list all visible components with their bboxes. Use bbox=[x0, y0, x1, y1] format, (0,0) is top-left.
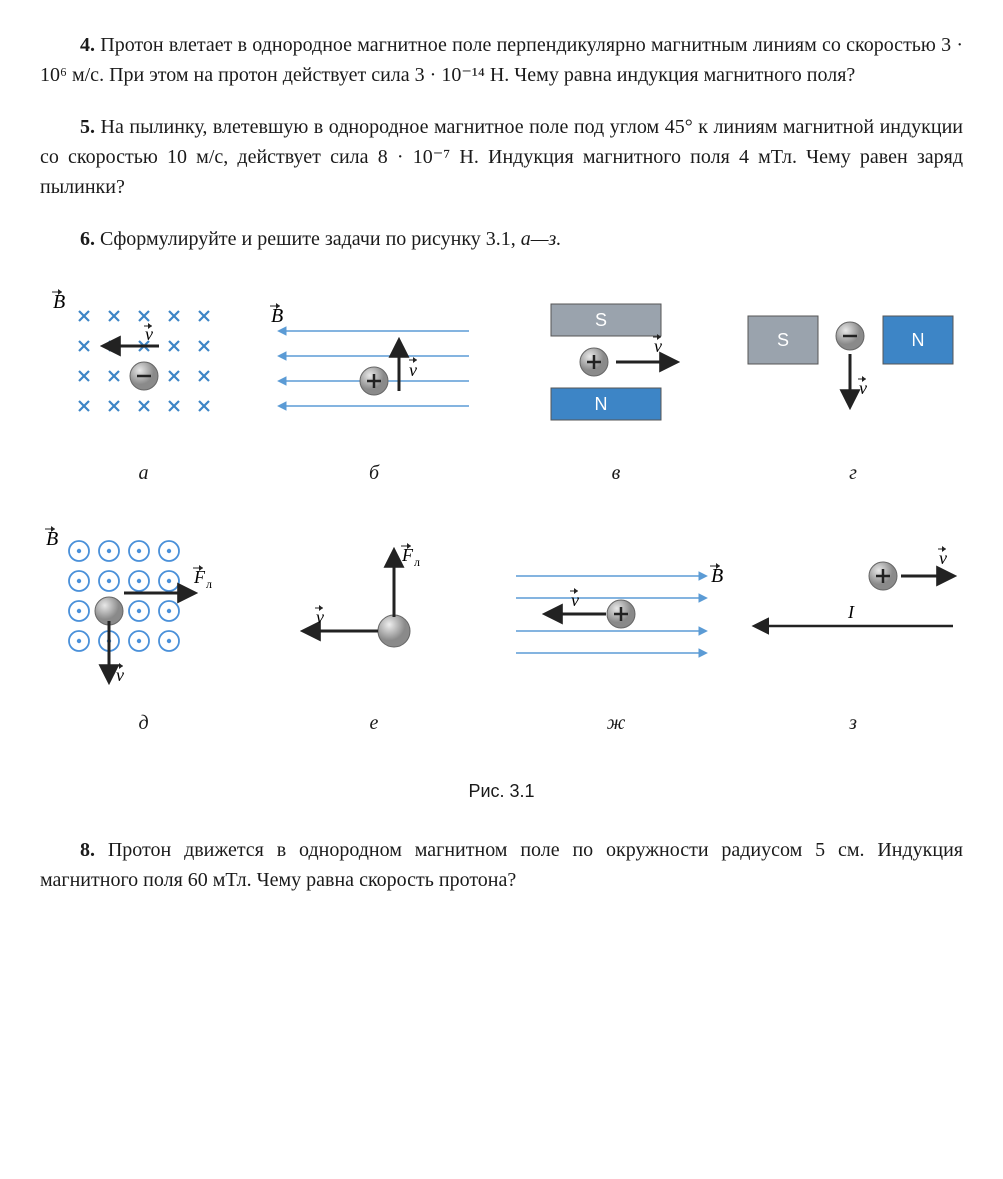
problem-6: 6. Сформулируйте и решите задачи по рису… bbox=[40, 224, 963, 254]
panel-zh-label: ж bbox=[501, 708, 731, 738]
problem-4-num: 4. bbox=[80, 34, 95, 56]
svg-text:B: B bbox=[53, 291, 65, 313]
panel-e-label: е bbox=[259, 708, 489, 738]
problem-6-text-a: Сформулируйте и решите задачи по рисунку… bbox=[100, 228, 521, 250]
figure-caption: Рис. 3.1 bbox=[40, 778, 963, 805]
panel-d-label: д bbox=[40, 708, 247, 738]
problem-5-text: На пылинку, влетевшую в однородное магни… bbox=[40, 116, 963, 198]
panel-zh: v B bbox=[501, 526, 731, 696]
diagram-b: v B bbox=[259, 286, 489, 436]
diagram-g: S N v bbox=[743, 286, 963, 436]
diagram-d: v Fл B bbox=[44, 521, 244, 701]
problem-5-num: 5. bbox=[80, 116, 95, 138]
panel-z-label: з bbox=[743, 708, 963, 738]
diagram-e: Fл v bbox=[274, 531, 474, 691]
svg-text:S: S bbox=[595, 310, 607, 330]
problem-8: 8. Протон движется в однородном магнитно… bbox=[40, 835, 963, 895]
figure-3-1: v B v bbox=[40, 276, 963, 768]
svg-text:N: N bbox=[912, 330, 925, 350]
panel-b: v B bbox=[259, 276, 489, 446]
panel-g-label: г bbox=[743, 458, 963, 488]
panel-a: v B bbox=[40, 276, 247, 446]
problem-6-num: 6. bbox=[80, 228, 95, 250]
problem-6-text-b: а—з. bbox=[521, 228, 562, 250]
panel-g: S N v bbox=[743, 276, 963, 446]
problem-8-text: Протон движется в однородном магнитном п… bbox=[40, 839, 963, 891]
panel-v: S N v bbox=[501, 276, 731, 446]
svg-text:B: B bbox=[271, 305, 283, 327]
problem-5: 5. На пылинку, влетевшую в однородное ма… bbox=[40, 112, 963, 202]
problem-8-num: 8. bbox=[80, 839, 95, 861]
diagram-z: v I bbox=[743, 536, 963, 686]
panel-z: v I bbox=[743, 526, 963, 696]
panel-d: v Fл B bbox=[40, 526, 247, 696]
panel-a-label: а bbox=[40, 458, 247, 488]
svg-text:B: B bbox=[46, 528, 58, 550]
diagram-v: S N v bbox=[516, 286, 716, 436]
svg-text:I: I bbox=[847, 602, 855, 622]
svg-text:л: л bbox=[206, 577, 212, 591]
problem-4-text: Протон влетает в однородное магнитное по… bbox=[40, 34, 963, 86]
diagram-zh: v B bbox=[501, 536, 731, 686]
panel-e: Fл v bbox=[259, 526, 489, 696]
svg-text:S: S bbox=[777, 330, 789, 350]
panel-b-label: б bbox=[259, 458, 489, 488]
svg-text:N: N bbox=[595, 394, 608, 414]
diagram-a: v B bbox=[49, 286, 239, 436]
panel-v-label: в bbox=[501, 458, 731, 488]
svg-text:л: л bbox=[414, 555, 420, 569]
problem-4: 4. Протон влетает в однородное магнитное… bbox=[40, 30, 963, 90]
svg-text:B: B bbox=[711, 565, 723, 587]
